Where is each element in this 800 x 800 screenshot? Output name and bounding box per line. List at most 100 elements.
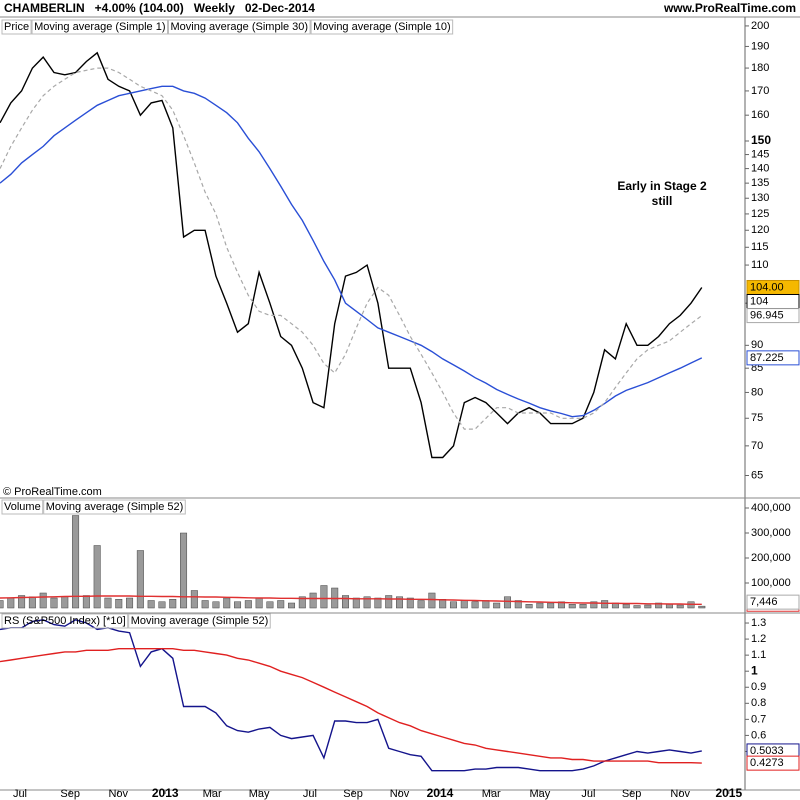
y-tick-label: 0.6 — [751, 729, 766, 741]
bar — [406, 597, 414, 609]
bar — [39, 592, 47, 609]
bar — [126, 597, 134, 609]
y-tick-label: 1 — [751, 663, 758, 677]
bar — [579, 604, 587, 609]
y-tick-label: 100,000 — [751, 577, 791, 589]
header-site: www.ProRealTime.com — [663, 1, 796, 15]
last-value-box — [746, 308, 800, 324]
legend-box — [310, 19, 454, 35]
bar — [396, 596, 403, 609]
bar — [147, 600, 155, 609]
bar — [115, 599, 123, 609]
header-date: 02-Dec-2014 — [245, 1, 315, 15]
bar — [190, 590, 198, 609]
y-tick-label: 145 — [751, 148, 769, 160]
header-symbol: CHAMBERLIN — [4, 1, 85, 15]
x-tick-label: May — [529, 788, 550, 800]
bar — [503, 596, 511, 609]
bar — [493, 602, 501, 609]
last-value-label: 96.945 — [750, 310, 784, 322]
last-value: 104 — [746, 293, 800, 309]
bar — [212, 601, 220, 609]
y-tick-label: 1.1 — [751, 649, 766, 661]
series-line — [0, 85, 703, 418]
x-tick-label: Sep — [60, 788, 80, 800]
legend-entry: Price — [4, 21, 29, 33]
x-tick-label: Jul — [13, 788, 27, 800]
bar — [665, 604, 673, 609]
x-tick-label: Mar — [482, 788, 501, 800]
last-value: 96.945 — [746, 308, 800, 324]
x-tick-label: Jul — [303, 788, 317, 800]
bar — [18, 595, 26, 609]
bar — [471, 601, 479, 609]
header-period: Weekly — [194, 1, 235, 15]
bar — [50, 597, 58, 609]
bar — [417, 600, 425, 609]
bar — [136, 550, 144, 609]
legend-box — [31, 19, 169, 35]
bar — [61, 596, 69, 609]
x-tick-label: Mar — [203, 788, 222, 800]
bar — [460, 600, 468, 609]
y-tick-label: 300,000 — [751, 527, 791, 539]
bar — [320, 585, 328, 609]
last-value-label: 104 — [750, 295, 768, 307]
bar — [655, 602, 663, 609]
y-tick-label: 135 — [751, 177, 769, 189]
bar — [201, 600, 209, 609]
y-tick-label: 1.2 — [751, 633, 766, 645]
bar — [180, 532, 188, 609]
bar — [568, 604, 576, 609]
bar — [644, 604, 652, 609]
y-tick-label: 200,000 — [751, 552, 791, 564]
y-tick-label: 170 — [751, 85, 769, 97]
bar — [104, 597, 112, 609]
annotation: Early in Stage 2 — [617, 179, 707, 193]
x-tick-label: 2015 — [715, 786, 742, 800]
y-tick-label: 0.9 — [751, 681, 766, 693]
bar — [255, 597, 263, 609]
bar — [244, 600, 252, 609]
bar — [288, 602, 296, 609]
y-tick-label: 0.8 — [751, 697, 766, 709]
x-tick-label: Nov — [670, 788, 690, 800]
x-tick-label: Nov — [108, 788, 128, 800]
y-tick-label: 120 — [751, 224, 769, 236]
last-value-label: 0.4273 — [750, 757, 784, 769]
bar — [363, 596, 371, 609]
bar — [277, 600, 285, 609]
bar — [385, 595, 393, 609]
bar — [352, 597, 360, 609]
bar — [7, 597, 15, 609]
bar — [28, 596, 36, 609]
legend-entry: RS (S&P500 Index) [*10] — [4, 615, 126, 627]
x-tick-label: Sep — [343, 788, 363, 800]
last-value: 7,446 — [746, 594, 800, 610]
legend-box — [168, 19, 311, 35]
bar — [428, 592, 436, 609]
y-tick-label: 150 — [751, 133, 771, 147]
bar — [557, 601, 565, 609]
last-value-box — [746, 755, 800, 771]
y-tick-label: 125 — [751, 208, 769, 220]
last-value-box — [746, 350, 800, 366]
y-tick-label: 90 — [751, 339, 763, 351]
legend-box — [1, 613, 129, 629]
series-line — [0, 619, 702, 772]
x-tick-label: 2014 — [427, 786, 454, 800]
y-tick-label: 200 — [751, 20, 769, 32]
watermark: © ProRealTime.com — [3, 486, 102, 498]
bar — [93, 545, 101, 609]
legend-box — [1, 499, 44, 515]
bar — [298, 596, 306, 609]
legend-entry: Moving average (Simple 30) — [171, 21, 309, 33]
annotation: still — [652, 194, 673, 208]
last-value-label: 0.5033 — [750, 745, 784, 757]
y-tick-label: 110 — [751, 259, 769, 271]
legend-box — [43, 499, 186, 515]
bar — [514, 600, 522, 609]
bar — [449, 601, 457, 609]
